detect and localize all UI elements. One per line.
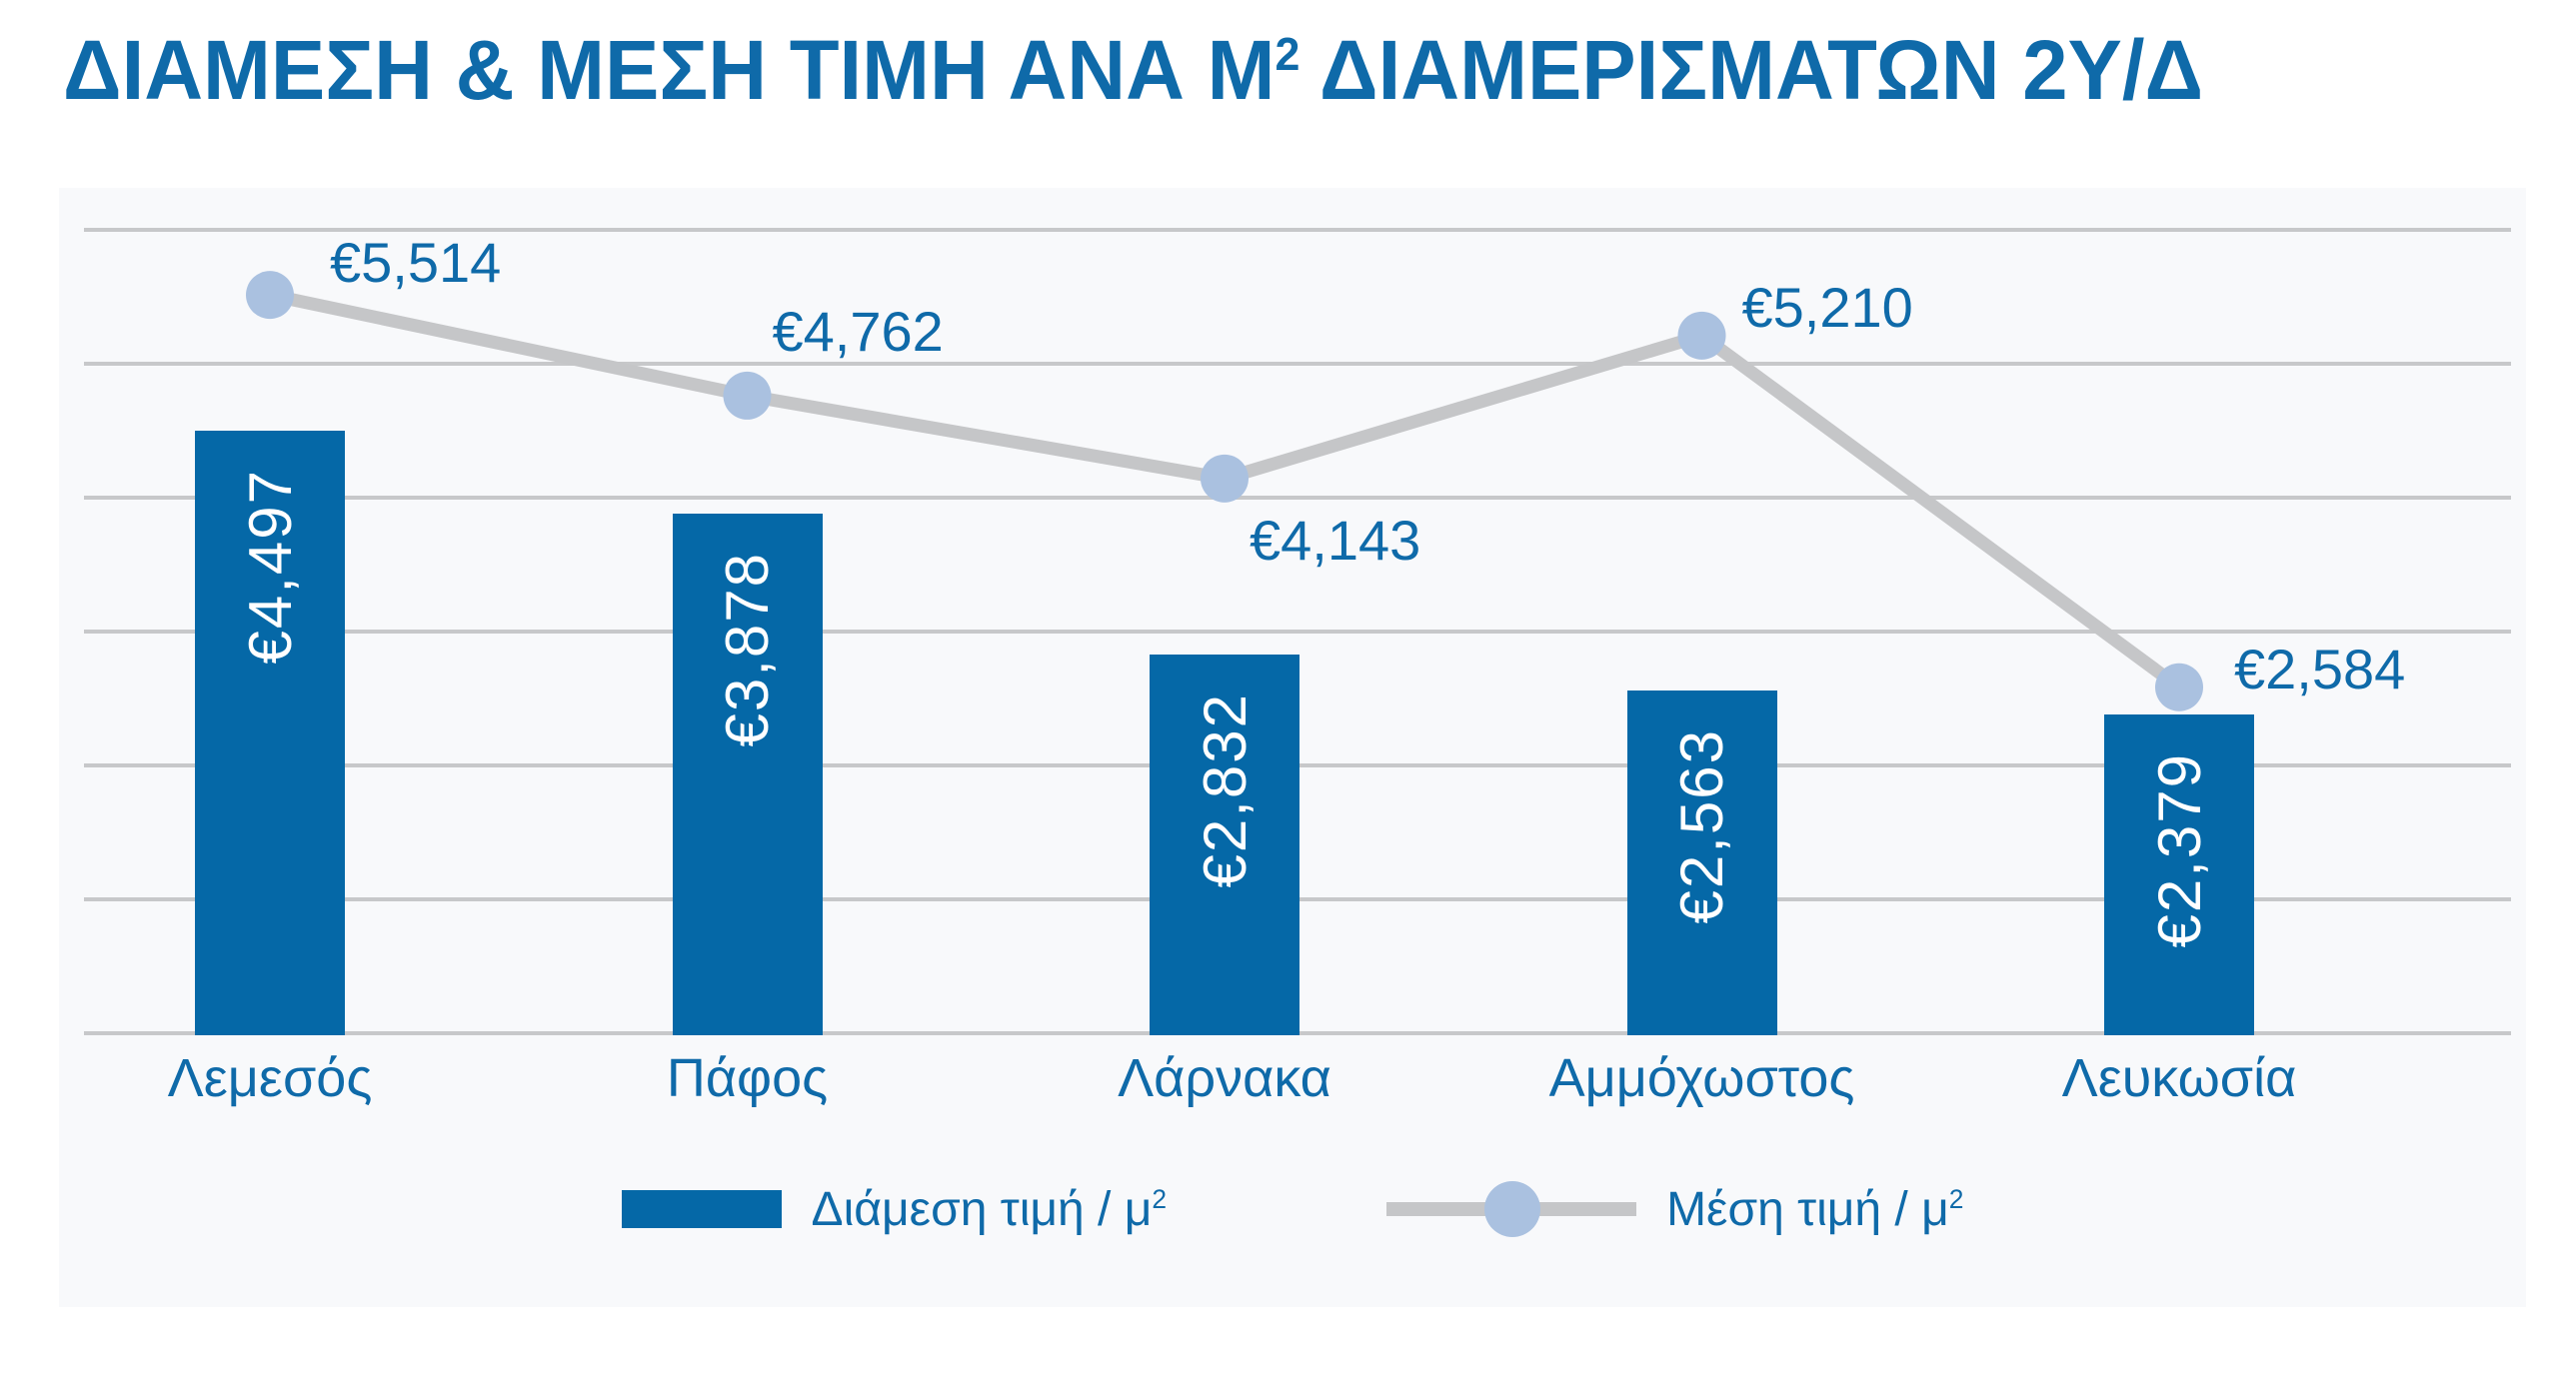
gridline (84, 362, 2511, 366)
mean-point-marker (246, 271, 294, 320)
page-title: ΔΙΑΜΕΣΗ & ΜΕΣΗ ΤΙΜΗ ΑΝΑ Μ2 ΔΙΑΜΕΡΙΣΜΑΤΩΝ… (63, 22, 2203, 119)
bar-value-label: €2,379 (2145, 752, 2213, 948)
bar-value-label: €2,563 (1668, 727, 1735, 924)
legend-label-median-text: Διάμεση τιμή / μ (811, 1182, 1153, 1236)
chart-panel: €4,497 €3,878 €2,832 €2,563 €2,379 €5,514 €4,… (59, 188, 2526, 1307)
mean-point-marker (1677, 311, 1726, 360)
x-axis-label: Λεμεσός (167, 1048, 373, 1108)
legend-label-mean-text: Μέση τιμή / μ (1666, 1182, 1949, 1236)
legend: Διάμεση τιμή / μ2 Μέση τιμή / μ2 (59, 1159, 2526, 1259)
x-axis-label: Λευκωσία (2061, 1048, 2297, 1108)
line-marker-swatch (1386, 1179, 1637, 1239)
bar: €2,379 (2104, 714, 2254, 1035)
x-axis-label: Πάφος (666, 1048, 829, 1108)
bar: €2,832 (1150, 654, 1299, 1035)
gridline (84, 630, 2511, 634)
mean-point-marker (723, 371, 772, 420)
x-axis-label: Αμμόχωστος (1548, 1048, 1855, 1108)
bar-value-label: €3,878 (714, 552, 781, 747)
bar: €4,497 (195, 431, 345, 1035)
page-title-suffix: ΔΙΑΜΕΡΙΣΜΑΤΩΝ 2Υ/Δ (1299, 23, 2204, 117)
mean-value-label: €2,584 (2234, 637, 2406, 700)
mean-value-label: €4,143 (1250, 508, 1421, 572)
mean-value-label: €4,762 (772, 299, 944, 363)
legend-label-mean-superscript: 2 (1948, 1183, 1964, 1214)
x-axis-label: Λάρνακα (1118, 1048, 1331, 1108)
bar-value-label: €2,832 (1191, 691, 1259, 888)
page-title-superscript: 2 (1275, 28, 1300, 80)
gridline (84, 496, 2511, 500)
legend-label-median: Διάμεση τιμή / μ2 (812, 1182, 1168, 1237)
bar: €2,563 (1626, 690, 1777, 1035)
legend-item-median: Διάμεση τιμή / μ2 (621, 1182, 1168, 1237)
legend-label-mean: Μέση τιμή / μ2 (1666, 1182, 1963, 1237)
gridline (84, 228, 2511, 232)
mean-line (268, 288, 2183, 692)
legend-item-mean: Μέση τιμή / μ2 (1386, 1179, 1963, 1239)
legend-dot-icon (1484, 1181, 1541, 1237)
mean-value-label: €5,210 (1741, 275, 1913, 339)
bar: €3,878 (672, 514, 823, 1035)
mean-point-marker (2155, 663, 2203, 711)
page-title-text: ΔΙΑΜΕΣΗ & ΜΕΣΗ ΤΙΜΗ ΑΝΑ Μ (63, 23, 1276, 117)
bar-value-label: €4,497 (236, 469, 304, 665)
legend-label-median-superscript: 2 (1152, 1183, 1168, 1214)
mean-value-label: €5,514 (330, 231, 502, 295)
bar-swatch (621, 1190, 782, 1228)
